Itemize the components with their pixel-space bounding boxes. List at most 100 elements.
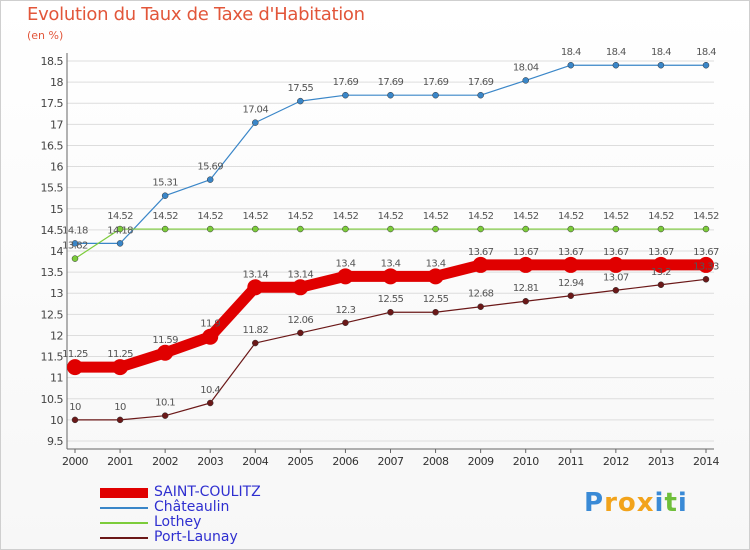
data-label: 13.67 bbox=[468, 247, 494, 258]
data-point bbox=[292, 279, 309, 296]
data-point bbox=[202, 328, 219, 345]
data-label: 15.69 bbox=[197, 162, 223, 173]
data-label: 14.18 bbox=[107, 225, 133, 236]
data-label: 13.2 bbox=[651, 267, 671, 278]
x-tick-label: 2012 bbox=[603, 455, 629, 468]
data-label: 11.25 bbox=[107, 349, 133, 360]
data-point bbox=[252, 225, 259, 233]
data-label: 10.1 bbox=[155, 398, 175, 409]
y-tick-label: 13.5 bbox=[41, 266, 64, 279]
data-point bbox=[252, 119, 259, 126]
data-label: 11.25 bbox=[62, 349, 88, 360]
data-point bbox=[157, 344, 174, 361]
data-point bbox=[567, 225, 575, 233]
data-label: 14.52 bbox=[197, 211, 223, 222]
data-point bbox=[206, 225, 214, 233]
data-label: 17.55 bbox=[288, 83, 314, 94]
data-point bbox=[612, 225, 620, 233]
data-label: 17.69 bbox=[378, 77, 404, 88]
x-tick-label: 2001 bbox=[107, 455, 133, 468]
data-label: 14.52 bbox=[242, 211, 268, 222]
data-label: 11.9 bbox=[200, 319, 220, 330]
data-point bbox=[612, 61, 620, 69]
data-label: 14.52 bbox=[423, 211, 449, 222]
data-label: 14.52 bbox=[603, 211, 629, 222]
data-label: 13.14 bbox=[288, 269, 314, 280]
data-point bbox=[342, 319, 349, 327]
y-tick-label: 10 bbox=[50, 414, 63, 427]
y-tick-label: 16 bbox=[50, 161, 63, 174]
data-label: 13.4 bbox=[335, 258, 355, 269]
data-label: 12.3 bbox=[335, 305, 355, 316]
x-tick-label: 2006 bbox=[332, 455, 358, 468]
data-label: 13.14 bbox=[242, 269, 268, 280]
x-tick-label: 2004 bbox=[242, 455, 268, 468]
data-point bbox=[337, 268, 354, 285]
data-label: 10 bbox=[114, 402, 126, 413]
data-point bbox=[477, 91, 484, 99]
y-tick-label: 11.5 bbox=[41, 351, 64, 364]
data-label: 12.94 bbox=[558, 278, 584, 289]
data-point bbox=[67, 359, 83, 376]
data-point bbox=[387, 91, 394, 99]
data-label: 13.67 bbox=[648, 247, 674, 258]
data-point bbox=[247, 279, 264, 296]
data-label: 14.52 bbox=[333, 211, 359, 222]
data-label: 13.67 bbox=[513, 247, 539, 258]
x-tick-label: 2008 bbox=[423, 455, 449, 468]
data-point bbox=[522, 77, 529, 84]
data-point bbox=[116, 416, 124, 424]
data-label: 12.06 bbox=[288, 315, 314, 326]
data-point bbox=[297, 225, 304, 233]
data-label: 18.4 bbox=[606, 47, 626, 58]
data-point bbox=[387, 225, 394, 233]
proxiti-logo: Proxiti bbox=[584, 488, 688, 518]
data-point bbox=[477, 225, 484, 233]
y-tick-label: 17.5 bbox=[41, 97, 64, 110]
data-label: 10 bbox=[69, 402, 81, 413]
legend-swatch bbox=[100, 537, 148, 539]
data-label: 14.52 bbox=[152, 211, 178, 222]
data-point bbox=[387, 308, 394, 316]
y-tick-label: 18 bbox=[50, 76, 63, 89]
data-label: 14.52 bbox=[693, 211, 719, 222]
data-point bbox=[297, 97, 304, 105]
data-point bbox=[477, 303, 484, 310]
y-tick-label: 15 bbox=[50, 203, 63, 216]
data-label: 14.52 bbox=[468, 211, 494, 222]
data-label: 14.52 bbox=[648, 211, 674, 222]
y-tick-label: 13 bbox=[50, 287, 63, 300]
x-tick-label: 2011 bbox=[558, 455, 584, 468]
y-tick-label: 12.5 bbox=[41, 308, 64, 321]
data-point bbox=[432, 91, 439, 99]
x-tick-label: 2002 bbox=[152, 455, 178, 468]
y-tick-label: 17 bbox=[50, 118, 63, 131]
x-tick-label: 2009 bbox=[468, 455, 494, 468]
data-label: 14.52 bbox=[107, 211, 133, 222]
x-tick-label: 2010 bbox=[513, 455, 539, 468]
data-label: 12.55 bbox=[378, 294, 404, 305]
data-label: 13.67 bbox=[558, 247, 584, 258]
y-tick-label: 14 bbox=[50, 245, 63, 258]
x-tick-label: 2003 bbox=[197, 455, 223, 468]
data-label: 14.52 bbox=[513, 211, 539, 222]
y-tick-label: 10.5 bbox=[41, 393, 64, 406]
data-point bbox=[657, 225, 665, 233]
data-point bbox=[382, 268, 399, 285]
x-tick-label: 2000 bbox=[62, 455, 88, 468]
legend-swatch bbox=[100, 507, 148, 509]
legend-item: Lothey bbox=[100, 514, 300, 531]
logo-letter: o bbox=[617, 488, 637, 518]
data-point bbox=[161, 412, 169, 419]
data-point bbox=[567, 292, 575, 300]
data-point bbox=[206, 399, 214, 407]
data-label: 14.18 bbox=[62, 225, 88, 236]
data-point bbox=[657, 281, 665, 289]
legend-swatch bbox=[100, 488, 148, 498]
logo-letter: P bbox=[584, 488, 605, 518]
x-tick-label: 2014 bbox=[693, 455, 719, 468]
legend-label: SAINT-COULITZ bbox=[154, 484, 261, 500]
data-label: 14.52 bbox=[288, 211, 314, 222]
data-label: 17.69 bbox=[333, 77, 359, 88]
